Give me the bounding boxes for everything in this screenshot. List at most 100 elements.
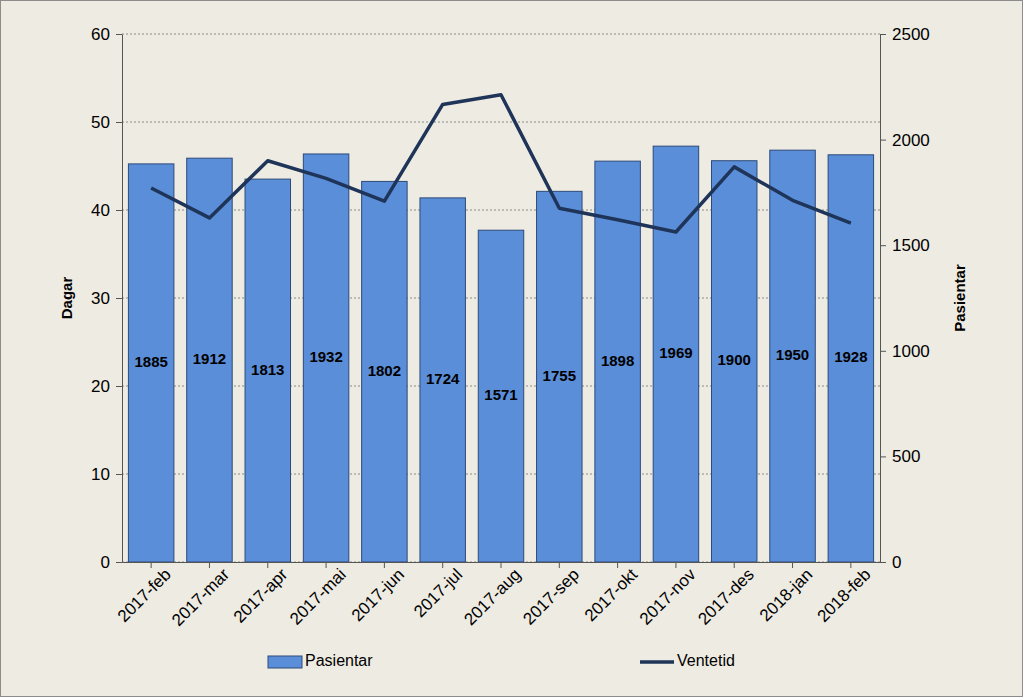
tick: 2017-nov bbox=[636, 562, 700, 629]
tick-mark bbox=[734, 562, 735, 568]
legend-label: Ventetid bbox=[677, 652, 735, 669]
legend-swatch bbox=[268, 656, 302, 668]
bar bbox=[478, 230, 523, 562]
tick-label: 2017-mar bbox=[168, 565, 233, 630]
tick: 50 bbox=[91, 113, 122, 132]
tick-mark bbox=[675, 562, 676, 568]
tick: 2000 bbox=[880, 131, 930, 150]
data-label: 1813 bbox=[251, 361, 284, 378]
data-label: 1928 bbox=[834, 348, 867, 365]
bar bbox=[653, 146, 698, 562]
tick-mark bbox=[442, 562, 443, 568]
tick: 2017-des bbox=[694, 562, 758, 629]
tick-label: 30 bbox=[91, 289, 110, 308]
tick-label: 1000 bbox=[892, 342, 930, 361]
tick-mark bbox=[792, 562, 793, 568]
tick-mark bbox=[501, 562, 502, 568]
tick-label: 50 bbox=[91, 113, 110, 132]
axis-line bbox=[122, 35, 123, 563]
y-axis-title: Dagar bbox=[58, 277, 75, 320]
y2-axis-title: Pasientar bbox=[951, 264, 968, 332]
tick-label: 2500 bbox=[892, 25, 930, 44]
tick: 2017-sep bbox=[519, 562, 583, 629]
tick-mark bbox=[850, 562, 851, 568]
tick-label: 2017-feb bbox=[114, 565, 175, 626]
tick-label: 2017-apr bbox=[230, 565, 292, 627]
tick-label: 2018-feb bbox=[814, 565, 875, 626]
tick: 1500 bbox=[880, 236, 930, 255]
tick-mark bbox=[116, 122, 122, 123]
data-label: 1755 bbox=[543, 367, 576, 384]
tick-label: 500 bbox=[892, 447, 920, 466]
tick: 2018-feb bbox=[814, 562, 875, 626]
legend-swatch bbox=[640, 660, 674, 664]
tick: 500 bbox=[880, 447, 920, 466]
tick: 2017-mar bbox=[168, 562, 233, 630]
data-label: 1724 bbox=[426, 370, 460, 387]
tick-label: 10 bbox=[91, 465, 110, 484]
tick-mark bbox=[880, 140, 886, 141]
bar bbox=[245, 179, 290, 562]
grid bbox=[122, 34, 880, 562]
tick-label: 0 bbox=[892, 553, 901, 572]
tick-label: 2017-mai bbox=[286, 565, 350, 629]
tick-label: 2017-aug bbox=[460, 565, 524, 629]
tick-label: 40 bbox=[91, 201, 110, 220]
legend-item: Pasientar bbox=[268, 652, 373, 669]
tick: 2017-jun bbox=[348, 562, 408, 625]
data-label: 1802 bbox=[368, 362, 401, 379]
bar bbox=[128, 164, 173, 562]
grid-line bbox=[122, 210, 880, 211]
tick-mark bbox=[880, 562, 886, 563]
tick: 2017-mai bbox=[286, 562, 350, 629]
tick-label: 2017-nov bbox=[636, 565, 700, 629]
line bbox=[151, 95, 851, 232]
tick-mark bbox=[267, 562, 268, 568]
tick-label: 20 bbox=[91, 377, 110, 396]
bar bbox=[711, 161, 756, 562]
tick-mark bbox=[617, 562, 618, 568]
tick: 2017-feb bbox=[114, 562, 175, 626]
tick: 60 bbox=[91, 25, 122, 44]
tick-label: 2000 bbox=[892, 131, 930, 150]
tick: 30 bbox=[91, 289, 122, 308]
tick-mark bbox=[116, 474, 122, 475]
tick: 2017-apr bbox=[230, 562, 292, 627]
tick: 2018-jan bbox=[756, 562, 816, 625]
tick-mark bbox=[326, 562, 327, 568]
tick-mark bbox=[880, 34, 886, 35]
data-labels: 1885191218131932180217241571175518981969… bbox=[134, 344, 867, 403]
tick-mark bbox=[209, 562, 210, 568]
tick-mark bbox=[559, 562, 560, 568]
data-label: 1932 bbox=[309, 348, 342, 365]
tick-mark bbox=[880, 456, 886, 457]
data-label: 1969 bbox=[659, 344, 692, 361]
data-label: 1885 bbox=[134, 353, 167, 370]
plot: 1885191218131932180217241571175518981969… bbox=[91, 25, 930, 630]
tick: 2017-aug bbox=[460, 562, 524, 629]
tick-label: 2017-jul bbox=[410, 565, 466, 621]
tick-label: 2017-okt bbox=[581, 565, 641, 625]
tick-mark bbox=[116, 298, 122, 299]
tick-label: 2017-sep bbox=[519, 565, 583, 629]
marks bbox=[128, 95, 873, 562]
tick: 10 bbox=[91, 465, 122, 484]
grid-line bbox=[122, 122, 880, 123]
legend-item: Ventetid bbox=[640, 652, 735, 669]
tick-label: 2017-des bbox=[694, 565, 758, 629]
tick-mark bbox=[116, 34, 122, 35]
x-axis: 2017-feb2017-mar2017-apr2017-mai2017-jun… bbox=[114, 562, 881, 630]
tick-label: 2017-jun bbox=[348, 565, 408, 625]
tick-mark bbox=[116, 562, 122, 563]
tick: 0 bbox=[101, 553, 122, 572]
y2-axis: 0 500 1000 1500 2000 2500 bbox=[880, 25, 930, 572]
tick: 2017-jul bbox=[410, 562, 466, 621]
tick: 0 bbox=[880, 553, 901, 572]
data-label: 1950 bbox=[776, 346, 809, 363]
tick-label: 0 bbox=[101, 553, 110, 572]
axis-line bbox=[880, 35, 881, 563]
background bbox=[1, 1, 1023, 697]
bar bbox=[770, 150, 815, 562]
grid-line bbox=[122, 34, 880, 35]
data-label: 1571 bbox=[484, 386, 517, 403]
